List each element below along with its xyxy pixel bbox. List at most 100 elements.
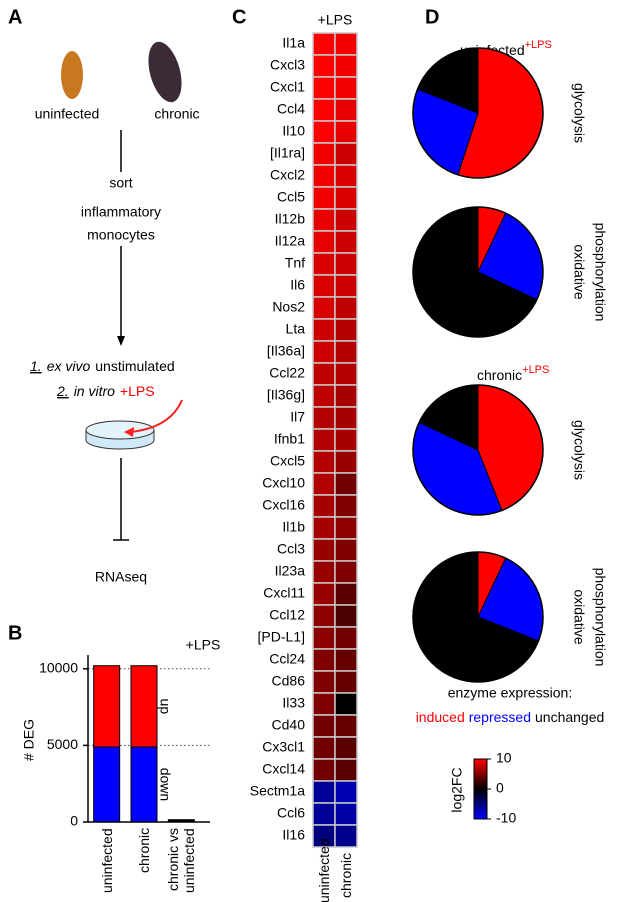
y-axis-label: # DEG	[21, 719, 37, 761]
row-label: Il33	[282, 695, 305, 711]
row-label: Il10	[282, 123, 305, 139]
pie-label: glycolysis	[571, 83, 587, 143]
row-label: Cxcl11	[263, 585, 305, 601]
heat-cell	[334, 648, 358, 672]
row-label: Cxcl2	[270, 167, 305, 183]
heat-cell	[334, 626, 358, 650]
spleen-uninfected	[61, 51, 83, 99]
heat-cell	[334, 54, 358, 78]
row-label: Cxcl1	[270, 79, 305, 95]
heat-cell	[312, 428, 336, 452]
heat-cell	[334, 538, 358, 562]
heat-cell	[334, 274, 358, 298]
heat-cell	[334, 758, 358, 782]
heat-cell	[334, 406, 358, 430]
lps-arrow-head	[124, 427, 134, 437]
spleen-chronic	[148, 41, 182, 103]
heat-cell	[312, 472, 336, 496]
heat-cell	[312, 296, 336, 320]
row-label: Ccl6	[277, 805, 305, 821]
heat-cell	[312, 626, 336, 650]
heat-cell	[334, 670, 358, 694]
legend-item: repressed	[469, 709, 531, 725]
step-text: sort	[109, 175, 132, 191]
heat-cell	[334, 384, 358, 408]
heat-cell	[334, 802, 358, 826]
heat-cell	[312, 98, 336, 122]
row-label: Cx3cl1	[262, 739, 305, 755]
arrow-head	[117, 336, 125, 346]
dish-top	[85, 420, 155, 440]
row-label: Il1b	[282, 519, 305, 535]
colorbar-tick-label: 10	[496, 750, 512, 766]
heat-cell	[312, 538, 336, 562]
heat-cell	[312, 692, 336, 716]
heat-cell	[312, 120, 336, 144]
y-tick-label: 10000	[39, 659, 78, 675]
step-text: monocytes	[87, 227, 155, 243]
condition-method: ex vivo	[47, 358, 91, 374]
legend-title: enzyme expression:	[448, 685, 573, 701]
heat-cell	[312, 648, 336, 672]
row-label: Il12b	[275, 211, 306, 227]
heat-cell	[312, 142, 336, 166]
group-name: chronic	[477, 367, 522, 383]
heat-cell	[334, 824, 358, 848]
heat-cell	[334, 604, 358, 628]
bar-segment	[93, 665, 121, 748]
panel-label: B	[8, 622, 22, 644]
condition: 1. ex vivo unstimulated	[30, 358, 175, 374]
panel-label: C	[232, 6, 246, 28]
heat-cell	[312, 406, 336, 430]
pie-outline	[412, 551, 544, 683]
column-label: chronic	[338, 853, 354, 899]
heat-cell	[334, 494, 358, 518]
heat-cell	[334, 780, 358, 804]
row-label: Il12a	[275, 233, 306, 249]
row-label: Lta	[286, 321, 306, 337]
sample-label: chronic	[154, 106, 199, 122]
row-label: Ccl3	[277, 541, 305, 557]
heat-cell	[312, 208, 336, 232]
group-superscript: +LPS	[522, 364, 549, 376]
row-label: Cxcl3	[270, 57, 305, 73]
row-label: Il7	[290, 409, 305, 425]
row-label: Cxcl16	[262, 497, 305, 513]
y-tick-label: 0	[70, 813, 78, 829]
heat-cell	[334, 32, 358, 56]
heat-cell	[312, 670, 336, 694]
heat-cell	[334, 252, 358, 276]
row-label: Il16	[282, 827, 305, 843]
pie-label: phosphorylation	[592, 223, 608, 322]
heat-cell	[312, 230, 336, 254]
heat-cell	[312, 736, 336, 760]
bar-segment	[130, 665, 158, 748]
row-label: Ccl4	[277, 101, 305, 117]
legend-item: unchanged	[535, 709, 604, 725]
heat-cell	[312, 186, 336, 210]
condition-method: in vitro	[74, 383, 115, 399]
step-text: inflammatory	[81, 204, 161, 220]
heat-cell	[312, 252, 336, 276]
row-label: Cxcl5	[270, 453, 305, 469]
heat-cell	[312, 516, 336, 540]
legend-item: induced	[416, 709, 465, 725]
condition-treatment: unstimulated	[95, 358, 174, 374]
row-label: Sectm1a	[250, 783, 305, 799]
pie-outline	[412, 206, 544, 338]
pie-label: glycolysis	[571, 420, 587, 480]
heat-cell	[312, 582, 336, 606]
heat-cell	[334, 142, 358, 166]
lps-arrow	[129, 399, 183, 433]
condition-number: 1.	[30, 358, 42, 374]
heat-cell	[312, 54, 336, 78]
heat-cell	[312, 802, 336, 826]
label-bg	[70, 172, 172, 246]
heat-cell	[312, 164, 336, 188]
sample-label: uninfected	[35, 106, 100, 122]
heat-cell	[312, 560, 336, 584]
x-tick-label: chronic	[136, 828, 152, 874]
heat-cell	[334, 560, 358, 584]
